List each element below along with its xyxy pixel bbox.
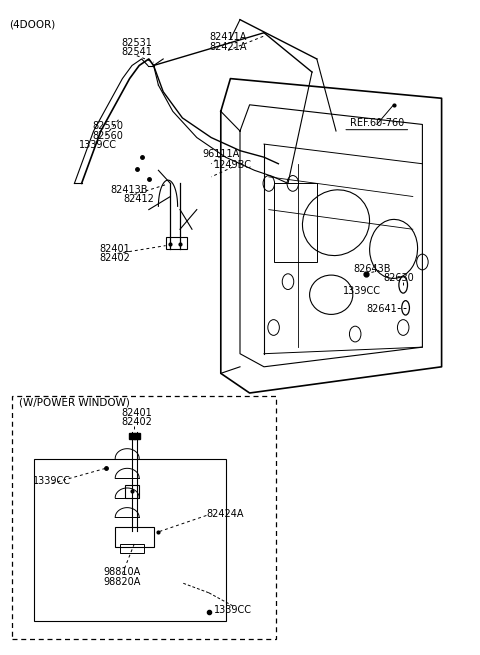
Text: 82424A: 82424A: [206, 509, 244, 519]
Text: (4DOOR): (4DOOR): [10, 20, 56, 29]
Bar: [274, 183, 317, 262]
Text: 1339CC: 1339CC: [33, 476, 71, 487]
Text: 82401: 82401: [100, 244, 131, 254]
Bar: [166, 237, 187, 249]
Text: 96111A: 96111A: [202, 149, 240, 159]
Bar: [115, 527, 154, 547]
Text: 1339CC: 1339CC: [79, 140, 118, 151]
Text: 82630: 82630: [383, 273, 414, 284]
Text: 82641: 82641: [366, 304, 397, 314]
Text: 82550: 82550: [93, 121, 123, 131]
Text: 82421A: 82421A: [209, 42, 247, 52]
Text: 82411A: 82411A: [209, 32, 247, 43]
Text: 1339CC: 1339CC: [343, 286, 382, 297]
Text: 1249BC: 1249BC: [214, 160, 252, 170]
Text: 82401: 82401: [121, 407, 152, 418]
Text: 82560: 82560: [93, 130, 123, 141]
Text: 82402: 82402: [121, 417, 152, 428]
Text: 98820A: 98820A: [104, 576, 141, 587]
Bar: [34, 458, 226, 621]
Text: 82402: 82402: [100, 253, 131, 263]
Text: (W/POWER WINDOW): (W/POWER WINDOW): [19, 398, 130, 408]
Text: 82541: 82541: [121, 47, 152, 58]
Bar: [120, 544, 144, 553]
Text: 98810A: 98810A: [104, 567, 141, 577]
Bar: [12, 396, 276, 639]
Text: 82643B: 82643B: [353, 263, 391, 274]
Text: REF.60-760: REF.60-760: [349, 118, 404, 128]
Text: 82413B: 82413B: [111, 185, 148, 195]
Bar: [125, 485, 139, 498]
Text: 82531: 82531: [121, 37, 152, 48]
Text: 1339CC: 1339CC: [214, 605, 252, 616]
Text: 82412: 82412: [124, 194, 155, 204]
